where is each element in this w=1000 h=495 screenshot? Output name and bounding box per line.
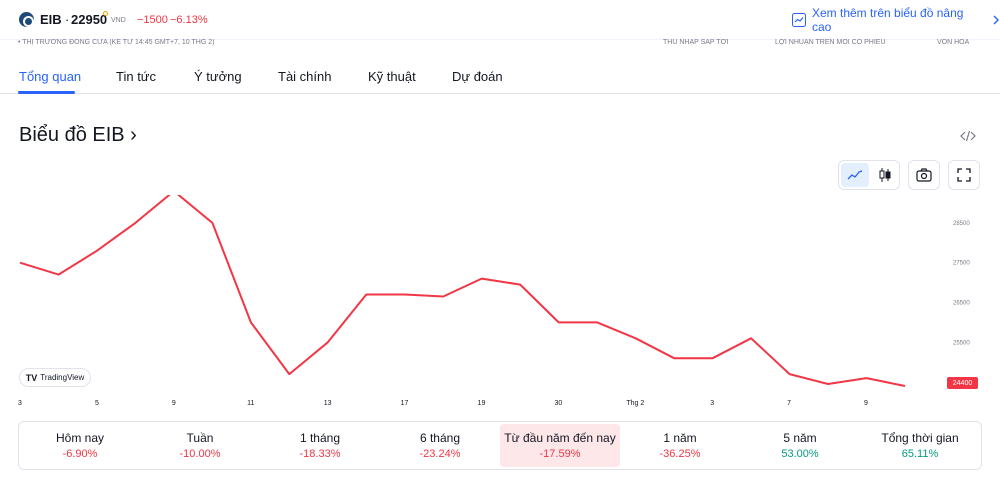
- symbol-separator: ·: [65, 12, 70, 27]
- y-axis-tick-label: 26500: [953, 300, 970, 306]
- active-tab-indicator: [18, 91, 75, 94]
- price-chart[interactable]: 28500 27500 26500 25500 3 5 9 11 13 17 19 30 Thg 2 3…: [0, 195, 1000, 415]
- period-change-value: 65.11%: [901, 448, 939, 460]
- line-chart-button[interactable]: [841, 163, 869, 187]
- tab-bar: Tổng quan Tin tức Ý tưởng Tài chính Kỹ t…: [0, 60, 1000, 94]
- chart-title[interactable]: Biểu đồ EIB ›: [19, 124, 137, 146]
- chart-style-toggle: [838, 160, 900, 190]
- period-change-value: 53.00%: [781, 448, 819, 460]
- price-change-percent: −6.13%: [170, 14, 208, 26]
- candlestick-icon: [879, 168, 891, 182]
- tab-financials[interactable]: Tài chính: [278, 69, 332, 84]
- symbol-header: EIB · 22950 VND −1500 −6.13% Xem thêm tr…: [0, 0, 1000, 40]
- period-label: 1 tháng: [299, 431, 341, 445]
- chart-line-icon: [792, 13, 806, 27]
- period-button[interactable]: 6 tháng -23.24%: [380, 424, 500, 467]
- x-axis-tick-label: 3: [18, 400, 22, 407]
- y-axis-tick-label: 27500: [953, 261, 970, 267]
- tradingview-badge[interactable]: TV TradingView: [19, 368, 91, 387]
- advanced-chart-link[interactable]: Xem thêm trên biểu đồ nâng cao: [792, 6, 1000, 34]
- period-change-value: -17.59%: [539, 448, 581, 460]
- price-series-line: [19, 195, 906, 387]
- x-axis-tick-label: 9: [864, 400, 868, 407]
- tab-forecast[interactable]: Dự đoán: [452, 69, 503, 84]
- advanced-chart-link-label: Xem thêm trên biểu đồ nâng cao: [811, 6, 964, 34]
- camera-icon: [916, 168, 932, 182]
- period-button[interactable]: 5 năm 53.00%: [740, 424, 860, 467]
- currency-label: VND: [111, 17, 126, 24]
- market-cap-label: VỐN HÓA: [937, 39, 970, 46]
- x-axis-tick-label: 30: [554, 400, 562, 407]
- tab-overview[interactable]: Tổng quan: [19, 69, 82, 84]
- y-axis-tick-label: 25500: [953, 340, 970, 346]
- period-change-value: -18.33%: [299, 448, 341, 460]
- fullscreen-button[interactable]: [948, 160, 980, 190]
- period-label: 5 năm: [783, 431, 817, 445]
- x-axis-tick-label: 3: [710, 400, 714, 407]
- candlestick-chart-button[interactable]: [871, 163, 899, 187]
- x-axis-tick-label: Thg 2: [626, 400, 644, 407]
- chevron-right-icon: [993, 15, 999, 25]
- fullscreen-icon: [957, 168, 971, 182]
- period-label: 1 năm: [663, 431, 697, 445]
- period-button[interactable]: Từ đầu năm đến nay -17.59%: [500, 424, 620, 467]
- x-axis-tick-label: 5: [95, 400, 99, 407]
- x-axis-tick-label: 13: [324, 400, 332, 407]
- market-status: • THỊ TRƯỜNG ĐÓNG CỬA (KỂ TỪ 14:45 GMT+7…: [18, 39, 215, 46]
- period-change-value: -36.25%: [659, 448, 701, 460]
- period-change-value: -10.00%: [179, 448, 221, 460]
- period-label: 6 tháng: [419, 431, 461, 445]
- period-label: Tổng thời gian: [881, 431, 959, 445]
- last-price-marker: 24400: [947, 377, 978, 389]
- x-axis-tick-label: 19: [478, 400, 486, 407]
- period-button[interactable]: Tuần -10.00%: [140, 424, 260, 467]
- tab-technicals[interactable]: Kỹ thuật: [368, 69, 416, 84]
- line-chart-icon: [847, 170, 863, 180]
- period-button[interactable]: Tổng thời gian 65.11%: [860, 424, 980, 467]
- period-label: Hôm nay: [55, 431, 105, 445]
- x-axis-tick-label: 7: [787, 400, 791, 407]
- symbol-name[interactable]: EIB: [40, 12, 62, 27]
- snapshot-button[interactable]: [908, 160, 940, 190]
- period-label: Tuần: [186, 431, 214, 445]
- price-change: −1500: [137, 14, 168, 26]
- upcoming-earnings-label: THU NHẬP SẮP TỚI: [663, 39, 729, 46]
- period-button[interactable]: 1 năm -36.25%: [620, 424, 740, 467]
- tab-news[interactable]: Tin tức: [116, 69, 157, 84]
- period-button[interactable]: Hôm nay -6.90%: [20, 424, 140, 467]
- eps-label: LỢI NHUẬN TRÊN MỖI CỔ PHIẾU: [775, 39, 886, 46]
- tradingview-label: TradingView: [40, 373, 85, 382]
- period-change-value: -6.90%: [62, 448, 98, 460]
- tab-ideas[interactable]: Ý tưởng: [194, 69, 242, 84]
- eximbank-logo-icon: [19, 12, 34, 27]
- period-change-value: -23.24%: [419, 448, 461, 460]
- last-price: 22950: [71, 12, 108, 27]
- performance-periods: Hôm nay -6.90% Tuần -10.00% 1 tháng -18.33% 6 …: [18, 421, 982, 470]
- tradingview-logo-icon: TV: [25, 372, 38, 383]
- y-axis-tick-label: 28500: [953, 221, 970, 227]
- x-axis-tick-label: 11: [247, 400, 254, 407]
- period-button[interactable]: 1 tháng -18.33%: [260, 424, 380, 467]
- period-label: Từ đầu năm đến nay: [504, 431, 616, 445]
- x-axis-tick-label: 17: [401, 400, 409, 407]
- x-axis-tick-label: 9: [172, 400, 176, 407]
- market-closed-icon: [103, 11, 108, 16]
- embed-code-icon[interactable]: [960, 129, 976, 143]
